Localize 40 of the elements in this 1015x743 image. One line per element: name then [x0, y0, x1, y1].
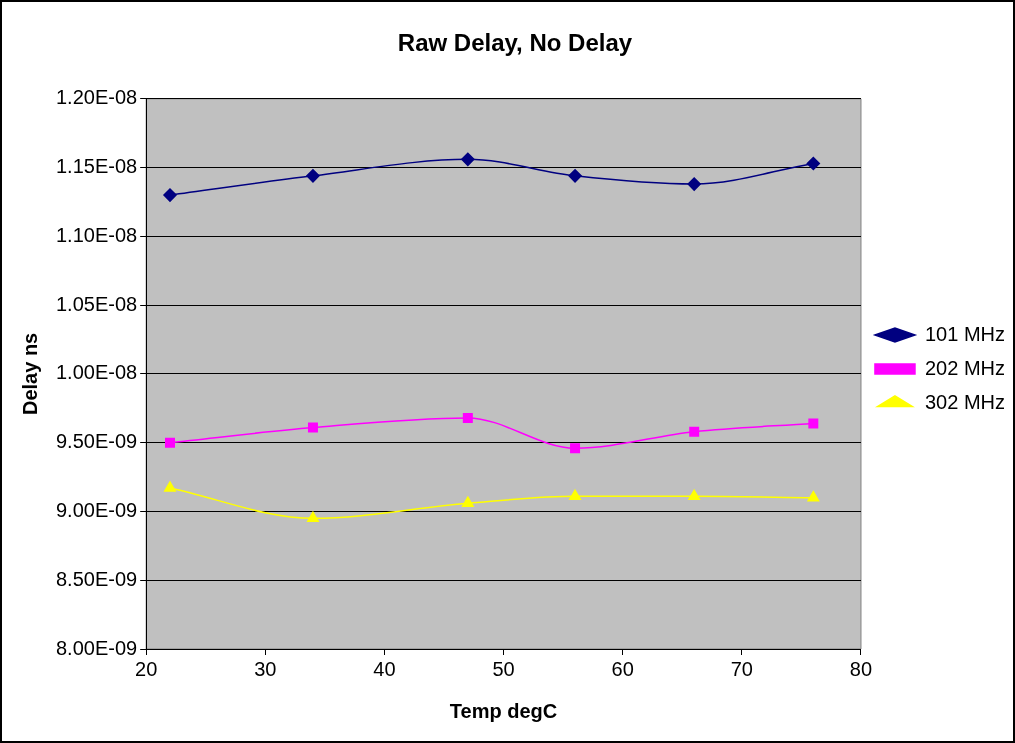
point — [569, 489, 581, 501]
point — [462, 412, 473, 423]
point — [688, 489, 701, 501]
y-tick-label: 8.00E-09 — [56, 636, 138, 659]
y-tick-label: 9.00E-09 — [56, 498, 138, 521]
point — [689, 426, 700, 437]
point — [687, 177, 701, 191]
x-tick-label: 20 — [135, 657, 158, 680]
y-tick-label: 9.50E-09 — [56, 430, 138, 453]
point — [307, 511, 319, 523]
point — [806, 156, 821, 171]
y-tick-label: 1.10E-08 — [56, 223, 138, 246]
point — [306, 169, 320, 183]
point — [568, 169, 582, 183]
y-tick-label: 1.15E-08 — [56, 155, 138, 178]
point — [807, 490, 820, 502]
point — [165, 437, 175, 448]
x-tick-label: 70 — [730, 657, 753, 680]
chart-title: Raw Delay, No Delay — [397, 29, 633, 57]
x-tick-label: 30 — [254, 657, 277, 680]
x-tick-label: 40 — [373, 657, 396, 680]
point — [808, 418, 819, 429]
x-tick-label: 60 — [611, 657, 634, 680]
x-axis-title: Temp degC — [449, 699, 558, 722]
point — [461, 496, 474, 507]
y-tick-label: 1.20E-08 — [56, 86, 138, 109]
x-tick-label: 80 — [849, 657, 873, 680]
point — [570, 443, 581, 454]
y-tick-label: 1.00E-08 — [56, 361, 138, 384]
point — [163, 188, 177, 202]
y-tick-label: 8.50E-09 — [56, 567, 138, 590]
y-tick-label: 1.05E-08 — [56, 292, 138, 315]
point — [461, 152, 475, 167]
legend-label: 202 MHz — [924, 356, 1005, 379]
legend-label: 302 MHz — [924, 390, 1005, 413]
y-axis-title: Delay ns — [18, 332, 41, 416]
x-tick-label: 50 — [492, 657, 515, 680]
point — [307, 422, 318, 433]
point — [164, 481, 176, 492]
legend-label: 101 MHz — [924, 322, 1005, 345]
